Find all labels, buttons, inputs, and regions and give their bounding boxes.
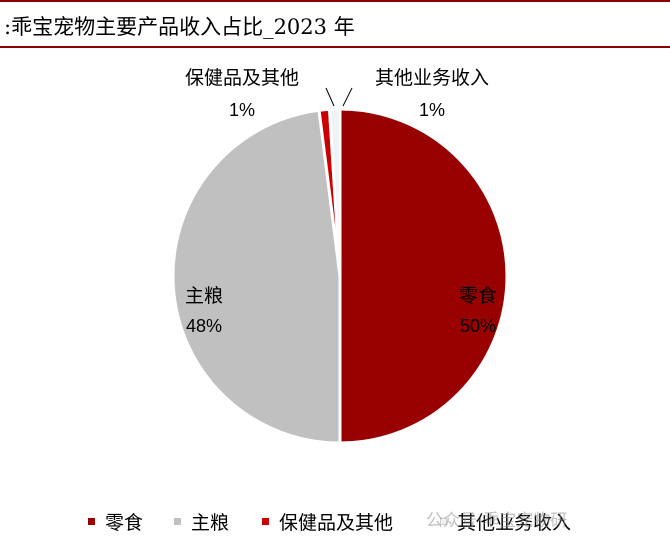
pie-slice-staple-food: [171, 108, 342, 445]
page-title: :乖宝宠物主要产品收入占比_2023 年: [4, 15, 355, 39]
legend-label-snacks: 零食: [105, 512, 144, 534]
leader-line-health: [325, 87, 335, 107]
slice-value-snacks: 50%: [460, 316, 496, 336]
legend-swatch-snacks: [88, 518, 95, 525]
slice-value-health: 1%: [229, 100, 255, 120]
legend-label-staple-food: 主粮: [191, 512, 230, 534]
legend-swatch-other-business: [440, 518, 447, 525]
leader-line-other-business: [342, 87, 353, 107]
watermark: 公众号·乖宝宠物研: [426, 511, 568, 531]
slice-name-other-business: 其他业务收入: [375, 67, 489, 89]
legend-item-snacks: 零食: [88, 508, 143, 535]
pie-chart: 零食 50% 主粮 48% 保健品及其他 1% 其他业务收入 1%: [171, 67, 509, 445]
pie-slice-other-business: [327, 107, 342, 277]
slice-value-staple-food: 48%: [186, 316, 222, 336]
legend-swatch-staple-food: [174, 518, 181, 525]
legend: 零食 主粮 保健品及其他 其他业务收入: [0, 500, 670, 540]
slice-name-health: 保健品及其他: [185, 67, 299, 89]
pie-slice-snacks: [338, 107, 509, 445]
legend-swatch-health: [262, 518, 269, 525]
legend-label-health: 保健品及其他: [279, 512, 394, 534]
legend-label-other-business: 其他业务收入: [457, 512, 572, 534]
pie-labels: 零食 50% 主粮 48% 保健品及其他 1% 其他业务收入 1%: [185, 67, 497, 336]
slice-name-staple-food: 主粮: [185, 285, 223, 307]
legend-item-health: 保健品及其他: [262, 508, 393, 535]
legend-item-staple-food: 主粮: [174, 508, 229, 535]
legend-item-other-business: 其他业务收入: [440, 508, 571, 535]
title-bar: :乖宝宠物主要产品收入占比_2023 年: [0, 0, 670, 48]
pie-slices: [171, 107, 509, 445]
slice-name-snacks: 零食: [459, 285, 497, 307]
slice-value-other-business: 1%: [419, 100, 445, 120]
